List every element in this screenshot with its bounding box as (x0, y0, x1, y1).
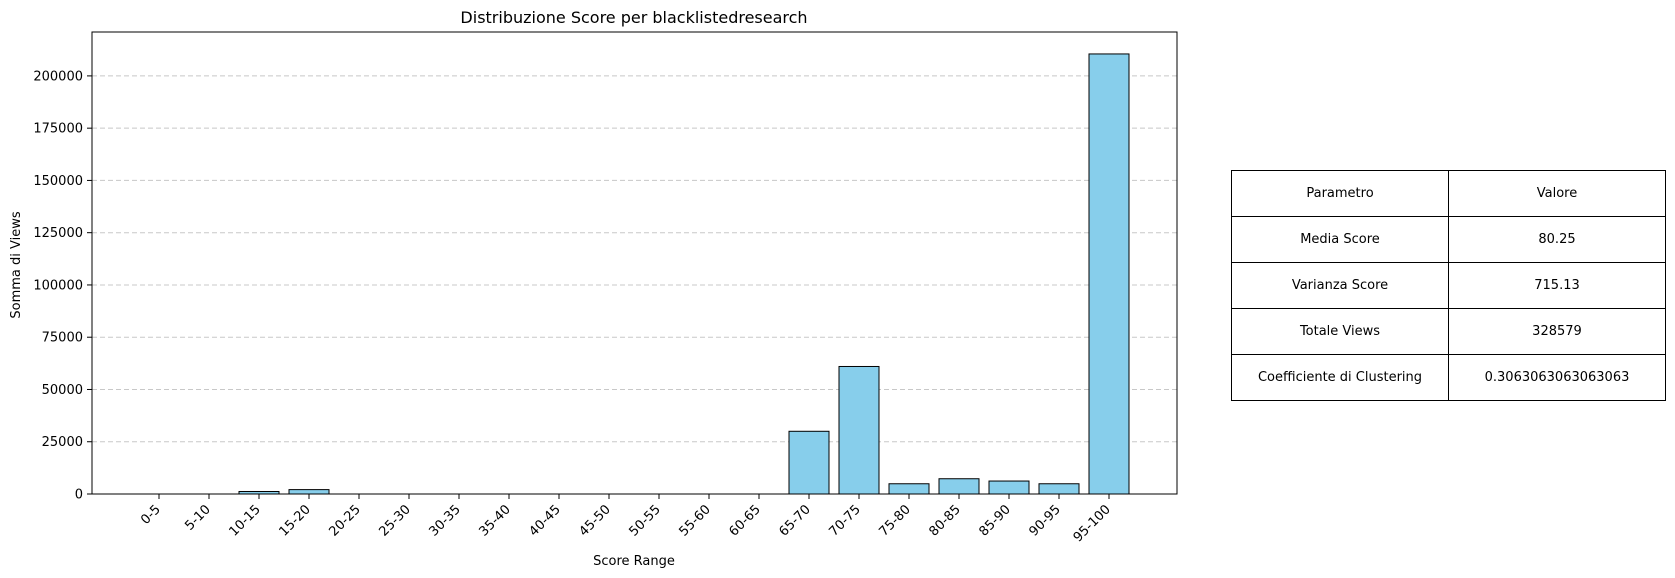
bar (938, 478, 980, 495)
y-tick-label: 0 (75, 488, 83, 503)
x-tick-label: 55-60 (677, 502, 714, 539)
y-tick-label: 100000 (33, 278, 83, 293)
table-cell-param: Media Score (1231, 216, 1449, 263)
bars (238, 53, 1130, 495)
y-axis-label: Somma di Views (9, 211, 24, 318)
table-row: Media Score 80.25 (1231, 216, 1666, 263)
x-tick-label: 60-65 (727, 502, 764, 539)
x-tick-label: 20-25 (327, 502, 364, 539)
x-tick-label: 95-100 (1071, 502, 1114, 545)
y-tick-label: 200000 (33, 69, 83, 84)
y-tick-label: 150000 (33, 174, 83, 189)
bar (888, 483, 930, 495)
x-tick-label: 45-50 (577, 502, 614, 539)
x-tick-label: 40-45 (527, 502, 564, 539)
table-cell-value: 715.13 (1448, 262, 1666, 309)
y-tick-label: 75000 (42, 331, 83, 346)
y-tick-label: 25000 (42, 435, 83, 450)
x-tick-label: 35-40 (477, 502, 514, 539)
chart-svg: Distribuzione Score per blacklistedresea… (9, 8, 1178, 569)
x-axis-ticks: 0-5 5-10 10-15 15-20 20-25 25-30 30-35 35-40 40-… (138, 494, 1114, 545)
y-tick-label: 50000 (42, 383, 83, 398)
x-tick-label: 65-70 (777, 502, 814, 539)
bar (988, 480, 1030, 495)
stats-table: Parametro Valore Media Score 80.25 Varia… (1231, 170, 1666, 401)
table-header-cell: Valore (1448, 170, 1666, 217)
x-tick-label: 70-75 (827, 502, 864, 539)
x-tick-label: 15-20 (277, 502, 314, 539)
table-row: Varianza Score 715.13 (1231, 262, 1666, 309)
bar (788, 430, 830, 495)
x-tick-label: 5-10 (182, 502, 213, 533)
x-tick-label: 0-5 (138, 502, 164, 528)
y-tick-label: 175000 (33, 122, 83, 137)
table-cell-param: Coefficiente di Clustering (1231, 354, 1449, 401)
y-tick-label: 125000 (33, 226, 83, 241)
x-tick-label: 25-30 (377, 502, 414, 539)
x-tick-label: 10-15 (227, 502, 264, 539)
x-tick-label: 85-90 (977, 502, 1014, 539)
x-tick-label: 90-95 (1027, 502, 1064, 539)
table-header-cell: Parametro (1231, 170, 1449, 217)
y-axis-ticks: 0 25000 50000 75000 100000 125000 150000 175000… (33, 69, 92, 503)
table-cell-value: 0.3063063063063063 (1448, 354, 1666, 401)
table-cell-param: Varianza Score (1231, 262, 1449, 309)
chart-title: Distribuzione Score per blacklistedresea… (460, 8, 807, 27)
bar-chart: Distribuzione Score per blacklistedresea… (9, 8, 1178, 569)
bar (288, 489, 330, 495)
bar (1088, 53, 1130, 495)
bar (838, 365, 880, 495)
table-row: Coefficiente di Clustering 0.30630630630… (1231, 354, 1666, 401)
x-tick-label: 75-80 (877, 502, 914, 539)
table-cell-value: 80.25 (1448, 216, 1666, 263)
x-axis-label: Score Range (593, 554, 675, 569)
table-cell-value: 328579 (1448, 308, 1666, 355)
x-tick-label: 80-85 (927, 502, 964, 539)
plot-frame (91, 31, 1178, 495)
table-row: Totale Views 328579 (1231, 308, 1666, 355)
table-header-row: Parametro Valore (1231, 170, 1666, 217)
bar (1038, 483, 1080, 495)
x-tick-label: 30-35 (427, 502, 464, 539)
gridlines (92, 75, 1177, 443)
table-cell-param: Totale Views (1231, 308, 1449, 355)
x-tick-label: 50-55 (627, 502, 664, 539)
